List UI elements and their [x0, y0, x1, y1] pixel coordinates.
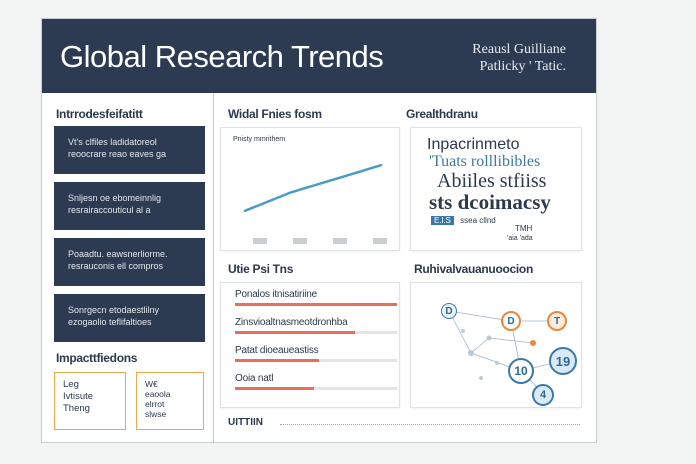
intro-box-3: Poaadtu. eawsnerliorme. resrauconis ell c… [54, 238, 205, 286]
graph-corner-2: 'aia 'ada [507, 235, 533, 242]
x-tick-mark [293, 238, 307, 244]
trends-card: Ponalos itnisatiriine Zinsvioaltnasmeotd… [220, 282, 400, 408]
box-text: Ivtisute [63, 391, 94, 402]
graph-line-1: Inpacrinmeto [427, 136, 520, 153]
small-node [486, 335, 492, 341]
graph-tag-text: ssea cllnd [460, 216, 496, 225]
small-node [495, 361, 499, 365]
left-column: Intrrodesfeifatitt Vt's clfiles ladidato… [42, 93, 214, 444]
box-text: Snljesn oe ebomeinnlig [68, 193, 162, 203]
page-title: Global Research Trends [60, 39, 384, 74]
trend-label-3: Patat dioeaueastiss [235, 345, 319, 356]
box-text: reoocrare reao eaves ga [68, 149, 167, 159]
network-lines [448, 310, 562, 394]
trend-label-2: Zinsvioaltnasmeotdronhba [235, 317, 348, 328]
x-tick-mark [373, 238, 387, 244]
trend-bar-2 [235, 331, 355, 334]
trend-bar-1 [235, 303, 397, 306]
trend-bar-4 [235, 387, 315, 390]
footer-rule [280, 424, 580, 427]
box-text: Sonrgecn etodaestlilny [68, 305, 160, 315]
x-tick-mark [333, 238, 347, 244]
line-chart [243, 163, 387, 244]
impact-box-1: Leg Ivtisute Theng [54, 372, 126, 430]
box-text: resrauconis ell compros [68, 261, 164, 271]
graph-heading: Grealthdranu [406, 107, 478, 121]
graph-line-2: 'Tuats rolllibibles [429, 153, 541, 170]
network-node-6: 4 [532, 384, 554, 406]
box-text: eaoola [145, 389, 171, 399]
box-text: Vt's clfiles ladidatoreol [68, 137, 157, 147]
network-heading: Ruhivalvauanuoocion [414, 262, 533, 276]
graph-line-4: sts dcoimacsy [429, 190, 551, 214]
box-text: slwse [145, 409, 167, 419]
network-node-2: D [501, 311, 521, 331]
edge [488, 337, 534, 344]
intro-box-2: Snljesn oe ebomeinnlig resrairaccouticul … [54, 182, 205, 230]
trend-label-4: Ooia natl [235, 373, 274, 384]
small-node-accent [530, 340, 536, 346]
impact-heading: Impacttfiedons [56, 351, 138, 365]
box-text: Poaadtu. eawsnerliorme. [68, 249, 168, 259]
intro-box-1: Vt's clfiles ladidatoreol reoocrare reao … [54, 126, 205, 174]
series-line [243, 163, 383, 213]
trend-track-4 [235, 387, 397, 390]
graph-tag: E.l.S [431, 216, 454, 225]
graph-line-3: Abiiles stfiiss [437, 170, 547, 192]
network-node-1: D [441, 303, 457, 319]
graph-card: Inpacrinmeto 'Tuats rolllibibles Abiiles… [410, 127, 582, 251]
box-text: elrrot [145, 399, 165, 409]
chart-heading: Widal Fnies fosm [228, 107, 322, 121]
poster: Global Research Trends Reausl Guilliane … [41, 18, 597, 444]
edge [448, 310, 512, 322]
chart-label: Pnisty mmrithem [233, 136, 286, 143]
trend-track-3 [235, 359, 397, 362]
subtitle-line-1: Reausl Guilliane [472, 42, 566, 57]
network-node-5: 10 [508, 358, 534, 384]
footer-label: UITTIIN [228, 417, 263, 428]
impact-box-2: W€ eaoola elrrot slwse [136, 372, 204, 430]
trend-label-1: Ponalos itnisatiriine [235, 289, 317, 300]
small-node [479, 376, 483, 380]
box-text: ezogaolio teflifaltioes [68, 317, 152, 327]
box-text: Leg [63, 379, 79, 390]
network-card: D D T 19 10 4 [410, 282, 582, 408]
box-text: Theng [63, 403, 90, 414]
trend-track-2 [235, 331, 397, 334]
box-text: W€ [145, 379, 158, 389]
trend-track-1 [235, 303, 397, 306]
network-node-4: 19 [549, 347, 577, 375]
chart-card: Pnisty mmrithem [220, 127, 400, 251]
intro-heading: Intrrodesfeifatitt [56, 107, 143, 121]
header-banner: Global Research Trends Reausl Guilliane … [42, 19, 596, 93]
intro-box-4: Sonrgecn etodaestlilny ezogaolio teflifal… [54, 294, 205, 342]
trends-heading: Utie Psi Tns [228, 262, 294, 276]
box-text: resrairaccouticul al a [68, 205, 151, 215]
subtitle-line-2: Patlicky ' Tatic. [479, 59, 566, 74]
graph-corner-1: TMH [515, 224, 533, 233]
small-node [468, 350, 474, 356]
small-node [461, 329, 465, 333]
network-node-3: T [547, 311, 567, 331]
edge [470, 337, 490, 354]
header-subtitle: Reausl Guilliane Patlicky ' Tatic. [472, 41, 566, 75]
trend-bar-3 [235, 359, 320, 362]
graph-tag-row: E.l.S ssea cllnd [431, 216, 496, 225]
x-tick-mark [253, 238, 267, 244]
